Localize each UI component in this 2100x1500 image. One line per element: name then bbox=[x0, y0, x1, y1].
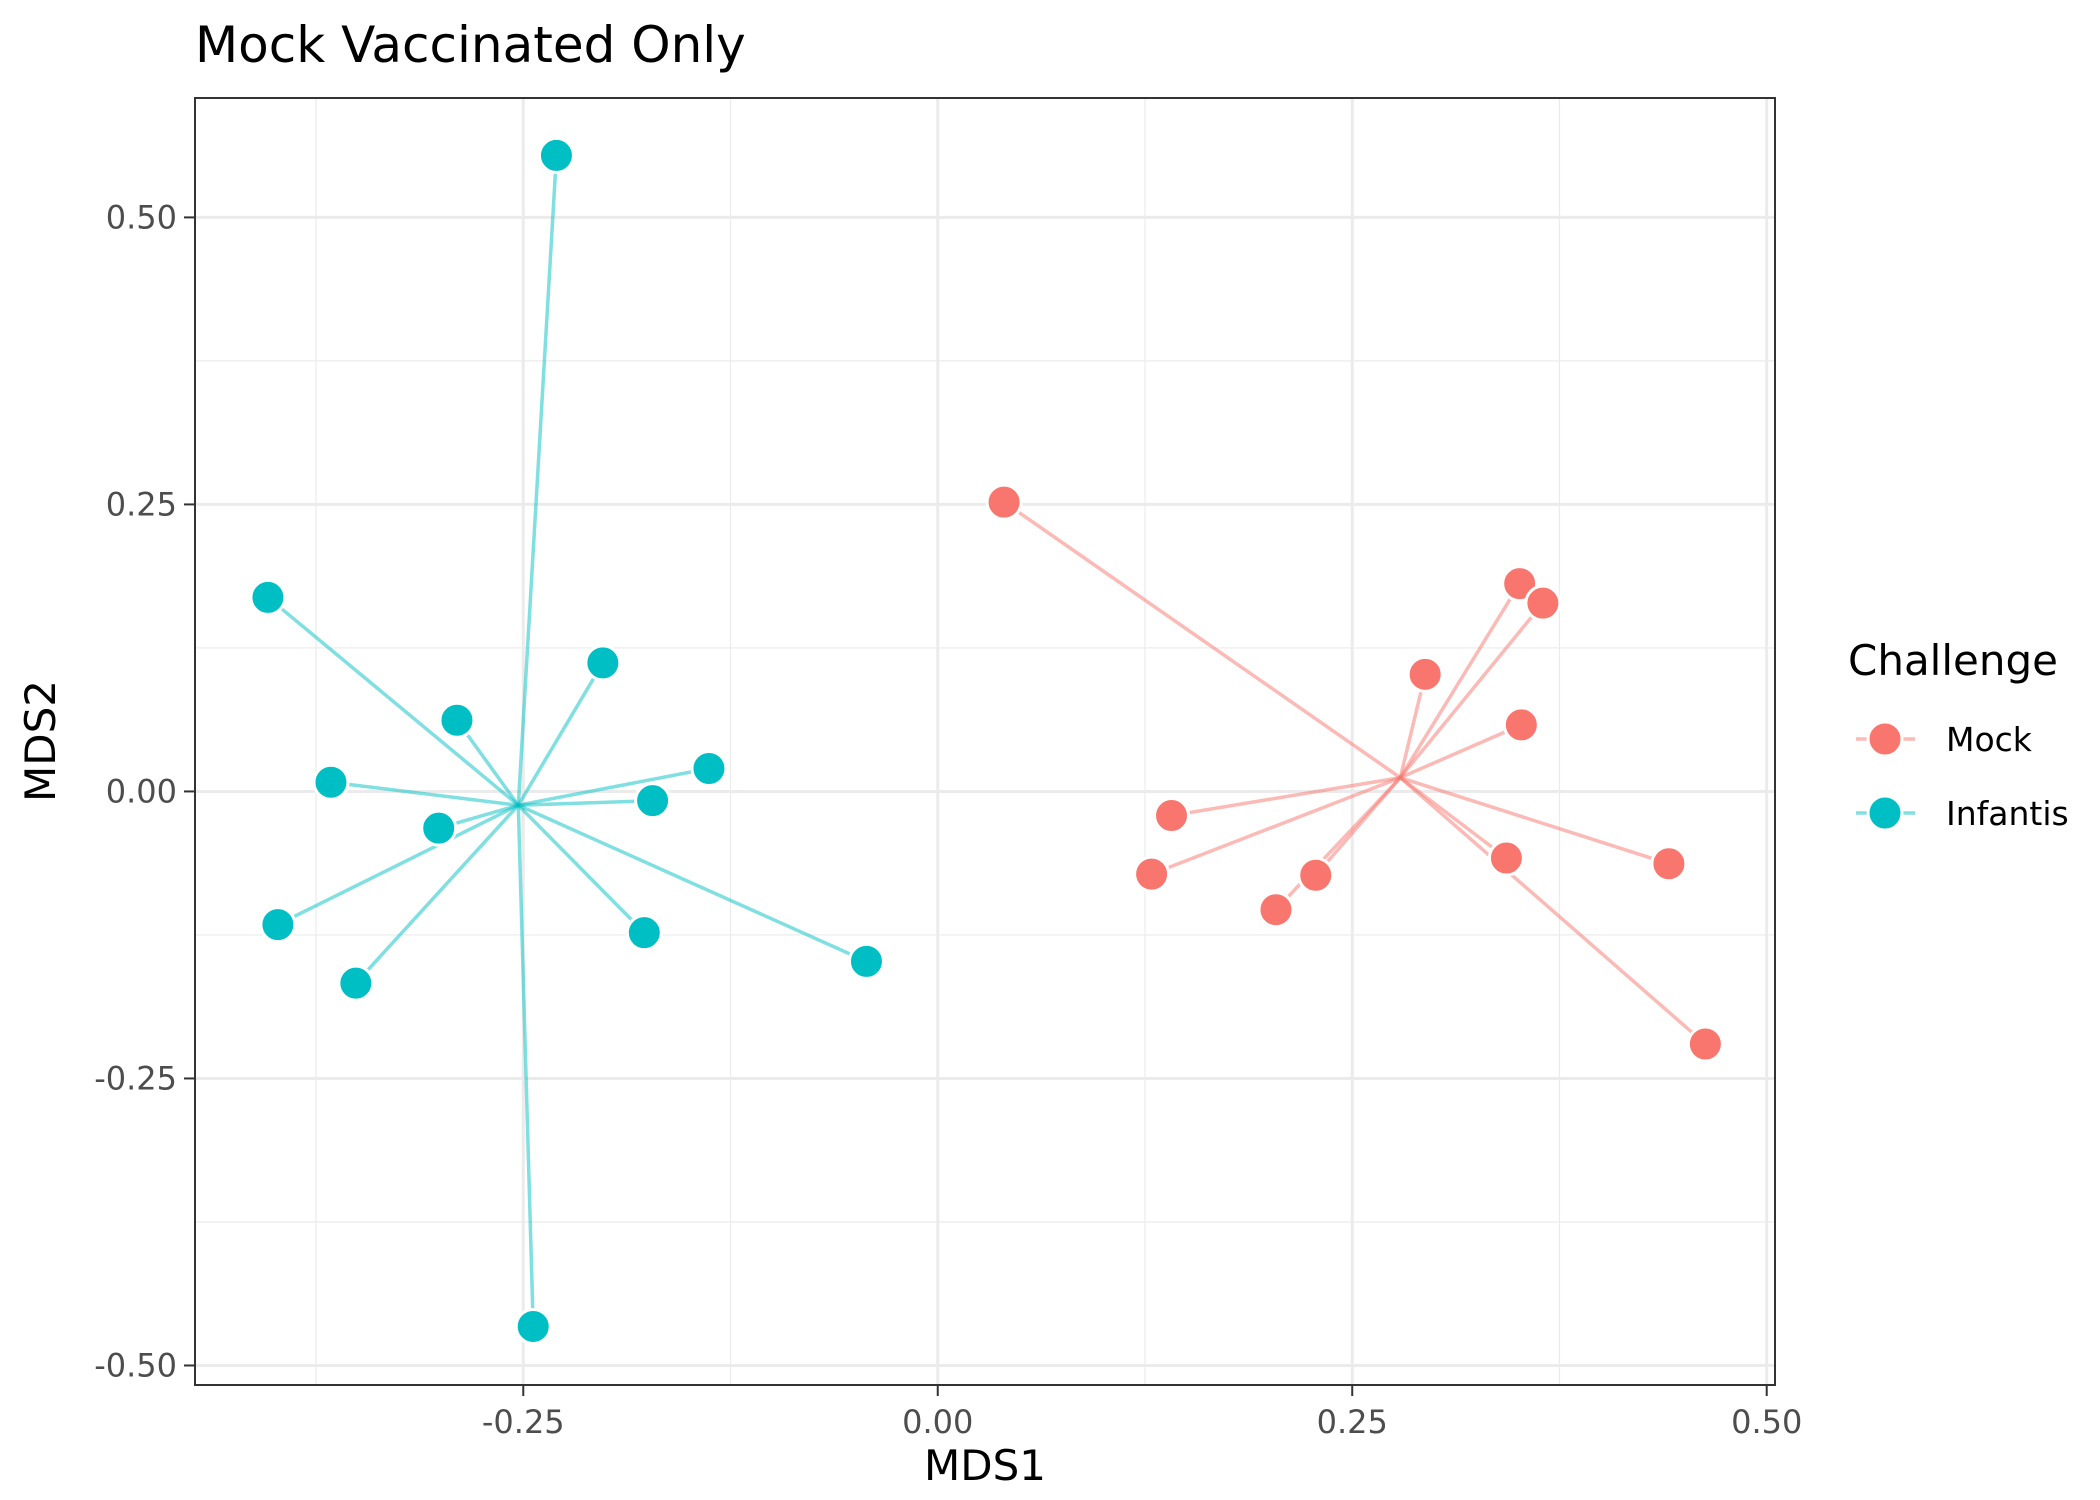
point-mock bbox=[1686, 1025, 1724, 1063]
spoke-infantis bbox=[354, 804, 520, 985]
legend-item-mock: Mock bbox=[1856, 720, 2033, 759]
x-axis-ticks: -0.25 0.00 0.25 0.50 bbox=[482, 1385, 1802, 1441]
x-tick-label: 0.25 bbox=[1317, 1403, 1388, 1441]
minor-gridlines bbox=[195, 98, 1775, 1385]
data-points bbox=[249, 136, 1724, 1345]
point-infantis bbox=[847, 942, 885, 980]
y-tick-label: -0.25 bbox=[94, 1059, 177, 1097]
spoke-mock bbox=[1399, 723, 1523, 780]
point-mock bbox=[1650, 845, 1688, 883]
spoke-infantis bbox=[517, 803, 646, 934]
point-infantis bbox=[537, 136, 575, 174]
spoke-mock bbox=[1398, 602, 1545, 779]
spoke-infantis bbox=[517, 766, 710, 807]
spoke-mock bbox=[1398, 582, 1522, 779]
y-axis-ticks: -0.50 -0.25 0.00 0.25 0.50 bbox=[94, 198, 195, 1384]
y-tick-label: 0.50 bbox=[106, 198, 177, 236]
point-infantis bbox=[259, 906, 297, 944]
point-infantis bbox=[584, 644, 622, 682]
point-infantis bbox=[312, 763, 350, 801]
spoke-infantis bbox=[517, 803, 868, 963]
point-infantis bbox=[438, 701, 476, 739]
point-infantis bbox=[420, 809, 458, 847]
spoke-infantis bbox=[518, 798, 653, 807]
plot-panel-border bbox=[194, 97, 1776, 1386]
legend-label: Infantis bbox=[1946, 794, 2069, 833]
major-gridlines bbox=[195, 98, 1775, 1385]
legend-label: Mock bbox=[1946, 720, 2033, 759]
point-mock bbox=[1406, 655, 1444, 693]
legend: Challenge Mock Infantis bbox=[1848, 636, 2069, 833]
spoke-infantis bbox=[330, 780, 519, 807]
spoke-mock bbox=[1150, 776, 1401, 876]
x-tick-label: 0.00 bbox=[902, 1403, 973, 1441]
spoke-mock bbox=[1274, 776, 1402, 911]
centroid-spokes bbox=[266, 155, 1707, 1327]
point-infantis bbox=[249, 578, 287, 616]
y-axis-title: MDS2 bbox=[16, 680, 65, 802]
point-infantis bbox=[625, 914, 663, 952]
point-infantis bbox=[337, 964, 375, 1002]
spoke-infantis bbox=[266, 596, 520, 807]
y-tick-label: 0.25 bbox=[106, 485, 177, 523]
x-tick-label: 0.50 bbox=[1731, 1403, 1802, 1441]
point-mock bbox=[985, 483, 1023, 521]
spoke-mock bbox=[1399, 775, 1670, 866]
x-axis-title: MDS1 bbox=[924, 1441, 1046, 1490]
chart-title: Mock Vaccinated Only bbox=[195, 16, 746, 74]
legend-items: Mock Infantis bbox=[1856, 720, 2069, 833]
point-mock bbox=[1297, 856, 1335, 894]
spoke-mock bbox=[1003, 500, 1402, 780]
point-infantis bbox=[634, 782, 672, 820]
point-mock bbox=[1502, 706, 1540, 744]
point-mock bbox=[1133, 855, 1171, 893]
legend-title: Challenge bbox=[1848, 636, 2058, 685]
spoke-mock bbox=[1171, 775, 1401, 818]
spoke-infantis bbox=[277, 803, 520, 927]
legend-key-point bbox=[1866, 794, 1904, 832]
point-infantis bbox=[514, 1307, 552, 1345]
x-tick-label: -0.25 bbox=[482, 1403, 565, 1441]
spoke-infantis bbox=[516, 805, 535, 1327]
spoke-mock bbox=[1399, 776, 1707, 1046]
spoke-infantis bbox=[516, 155, 559, 806]
y-tick-label: 0.00 bbox=[106, 772, 177, 810]
point-infantis bbox=[690, 749, 728, 787]
point-mock bbox=[1153, 797, 1191, 835]
legend-item-infantis: Infantis bbox=[1856, 794, 2069, 833]
point-mock bbox=[1487, 839, 1525, 877]
legend-key-point bbox=[1866, 720, 1904, 758]
spoke-infantis bbox=[516, 661, 605, 807]
y-tick-label: -0.50 bbox=[94, 1346, 177, 1384]
point-mock bbox=[1257, 891, 1295, 929]
point-mock bbox=[1524, 584, 1562, 622]
